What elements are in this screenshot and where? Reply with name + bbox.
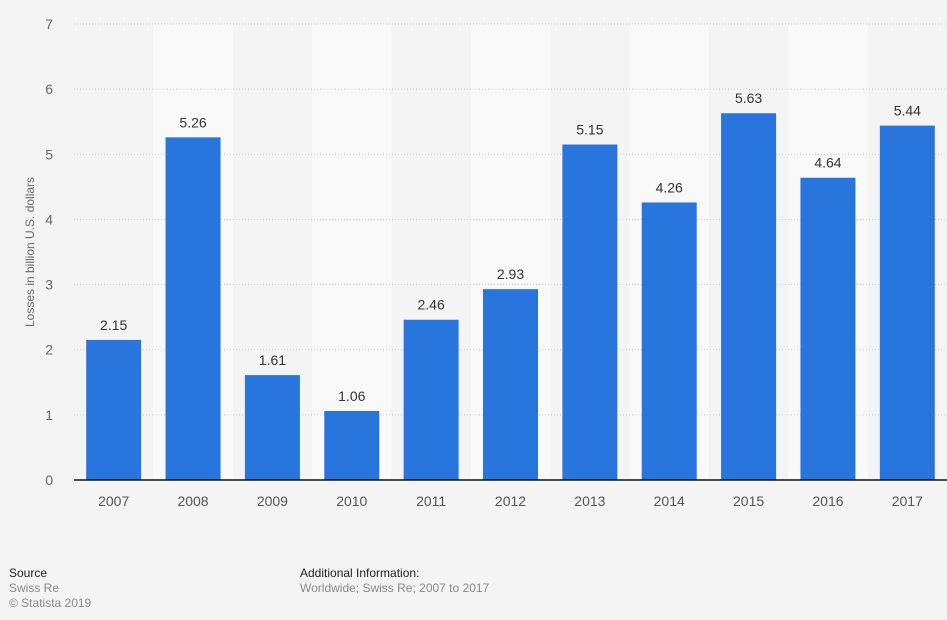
x-tick-label: 2017	[892, 493, 923, 509]
bar-2013	[562, 144, 618, 480]
y-tick-label: 2	[45, 342, 53, 358]
y-tick-label: 6	[45, 81, 53, 97]
source-block: Source Swiss Re © Statista 2019	[9, 566, 91, 611]
x-tick-label: 2012	[495, 493, 526, 509]
x-tick-label: 2009	[257, 493, 288, 509]
data-label: 4.64	[814, 155, 841, 171]
data-label: 1.06	[338, 388, 365, 404]
bar-2012	[483, 289, 538, 480]
additional-info-block: Additional Information: Worldwide; Swiss…	[300, 566, 489, 596]
data-label: 1.61	[259, 352, 286, 368]
x-tick-label: 2015	[733, 493, 764, 509]
bar-2015	[721, 113, 777, 480]
y-axis-label: Losses in billion U.S. dollars	[23, 177, 37, 327]
bar-2017	[879, 125, 935, 480]
column-band	[312, 24, 392, 480]
bar-2010	[324, 410, 380, 480]
y-tick-label: 1	[45, 407, 53, 423]
y-tick-label: 3	[45, 277, 53, 293]
source-name[interactable]: Swiss Re	[9, 581, 60, 595]
bar-2016	[800, 177, 856, 481]
data-label: 2.46	[418, 297, 445, 313]
data-label: 5.44	[894, 103, 921, 119]
y-tick-label: 7	[45, 16, 53, 32]
data-label: 5.63	[735, 90, 762, 106]
data-label: 2.15	[100, 317, 127, 333]
copyright: © Statista 2019	[9, 596, 92, 610]
bar-2008	[165, 137, 221, 480]
x-tick-label: 2011	[416, 493, 446, 509]
data-label: 5.15	[576, 122, 603, 138]
y-tick-label: 0	[45, 472, 53, 488]
info-title: Additional Information:	[300, 566, 420, 580]
source-title: Source	[9, 566, 48, 580]
x-tick-label: 2014	[654, 493, 685, 509]
x-tick-label: 2016	[812, 493, 843, 509]
data-label: 5.26	[179, 114, 206, 130]
bar-2007	[86, 339, 142, 480]
bar-2011	[403, 319, 459, 480]
x-tick-label: 2007	[98, 493, 129, 509]
y-tick-label: 5	[45, 146, 53, 162]
x-tick-label: 2013	[574, 493, 605, 509]
bar-2014	[641, 202, 697, 480]
x-tick-label: 2008	[177, 493, 208, 509]
data-label: 2.93	[497, 266, 524, 282]
info-text: Worldwide; Swiss Re; 2007 to 2017	[300, 581, 490, 595]
y-tick-label: 4	[45, 211, 53, 227]
data-label: 4.26	[656, 179, 683, 195]
bar-2009	[244, 375, 300, 480]
x-tick-label: 2010	[336, 493, 367, 509]
